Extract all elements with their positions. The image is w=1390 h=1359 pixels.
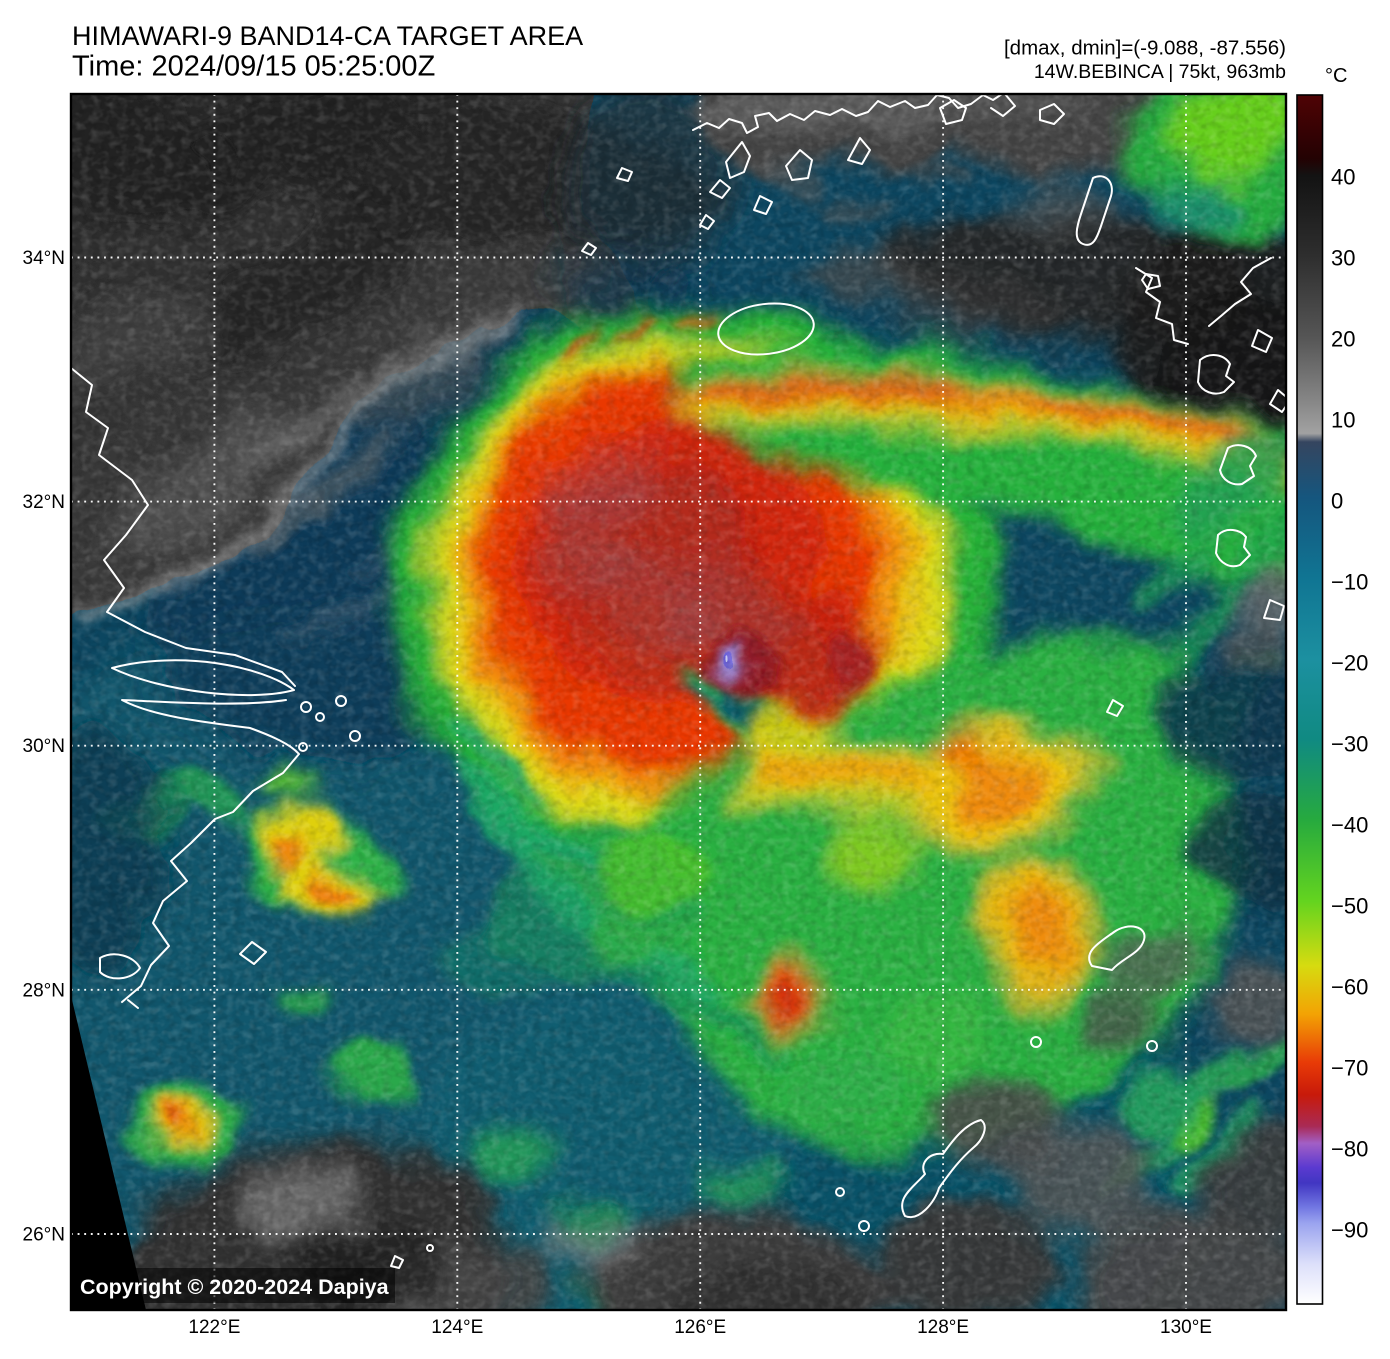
svg-text:34°N: 34°N <box>23 248 65 269</box>
svg-text:10: 10 <box>1331 408 1355 433</box>
svg-text:32°N: 32°N <box>23 492 65 513</box>
svg-text:14W.BEBINCA | 75kt, 963mb: 14W.BEBINCA | 75kt, 963mb <box>1034 61 1286 83</box>
svg-text:−10: −10 <box>1331 570 1368 595</box>
svg-text:30°N: 30°N <box>23 736 65 757</box>
svg-text:Copyright © 2020-2024 Dapiya: Copyright © 2020-2024 Dapiya <box>80 1275 390 1299</box>
svg-text:−30: −30 <box>1331 732 1368 757</box>
svg-text:−80: −80 <box>1331 1137 1368 1162</box>
svg-text:−60: −60 <box>1331 975 1368 1000</box>
svg-text:124°E: 124°E <box>431 1317 483 1338</box>
svg-text:130°E: 130°E <box>1160 1317 1212 1338</box>
svg-text:28°N: 28°N <box>23 980 65 1001</box>
svg-text:30: 30 <box>1331 246 1355 271</box>
svg-text:20: 20 <box>1331 327 1355 352</box>
svg-text:HIMAWARI-9 BAND14-CA TARGET AR: HIMAWARI-9 BAND14-CA TARGET AREA <box>72 21 583 51</box>
svg-text:Time: 2024/09/15 05:25:00Z: Time: 2024/09/15 05:25:00Z <box>72 51 435 83</box>
svg-text:126°E: 126°E <box>674 1317 726 1338</box>
svg-text:26°N: 26°N <box>23 1225 65 1246</box>
svg-text:122°E: 122°E <box>188 1317 240 1338</box>
svg-text:40: 40 <box>1331 165 1355 190</box>
svg-text:−90: −90 <box>1331 1218 1368 1243</box>
svg-text:°C: °C <box>1325 65 1347 87</box>
svg-text:−50: −50 <box>1331 894 1368 919</box>
svg-text:−40: −40 <box>1331 813 1368 838</box>
svg-text:0: 0 <box>1331 489 1343 514</box>
svg-text:−20: −20 <box>1331 651 1368 676</box>
svg-text:−70: −70 <box>1331 1056 1368 1081</box>
svg-text:128°E: 128°E <box>917 1317 969 1338</box>
svg-text:[dmax, dmin]=(-9.088, -87.556): [dmax, dmin]=(-9.088, -87.556) <box>1004 37 1286 60</box>
